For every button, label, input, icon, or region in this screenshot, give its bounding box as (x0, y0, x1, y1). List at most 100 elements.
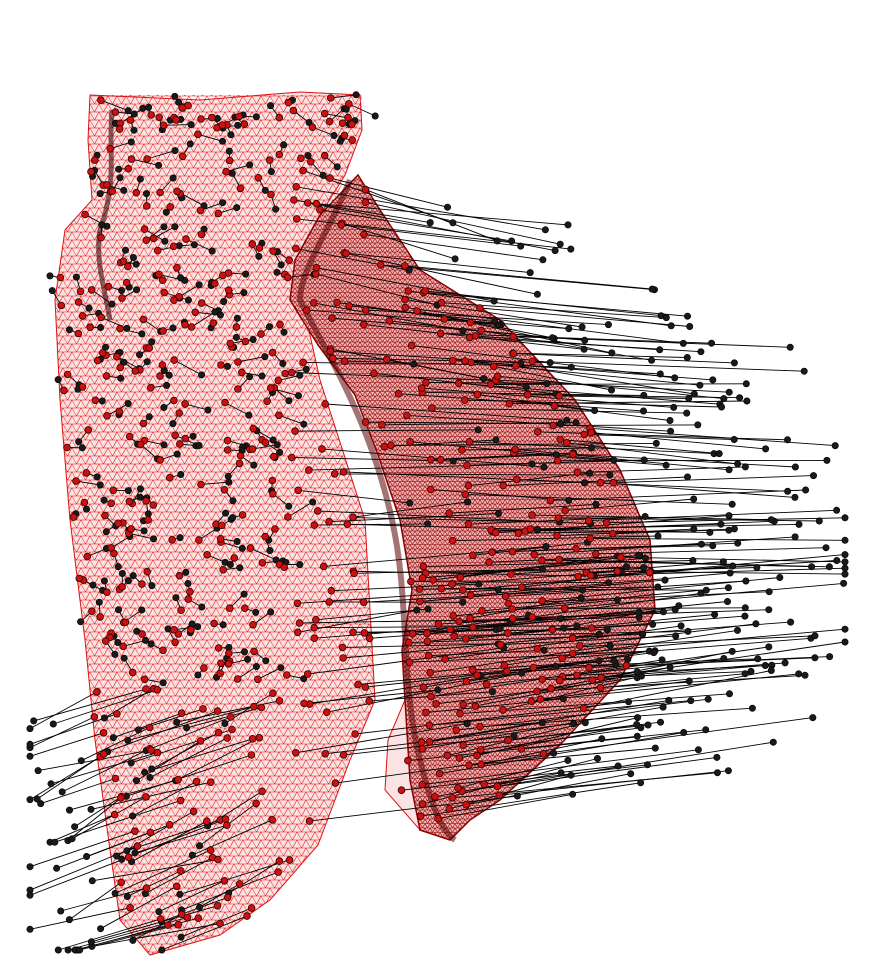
source-point (401, 262, 409, 270)
source-point (103, 411, 111, 420)
source-point (584, 516, 593, 525)
correspondence-line (175, 737, 260, 782)
source-point (144, 516, 152, 524)
target-point (767, 666, 775, 674)
source-point (247, 904, 256, 912)
source-point (195, 536, 203, 544)
target-point (195, 281, 203, 289)
source-point (514, 529, 523, 537)
source-point (97, 313, 105, 322)
source-point (547, 684, 555, 693)
target-point (654, 583, 662, 591)
source-point (609, 478, 618, 487)
target-point (173, 718, 181, 726)
target-point (162, 208, 170, 216)
target-point (111, 889, 119, 897)
source-point (235, 459, 244, 468)
correspondence-line (595, 547, 827, 555)
target-point (684, 627, 692, 635)
target-point (296, 371, 304, 379)
target-point (725, 466, 733, 474)
correspondence-line (600, 482, 795, 498)
source-point (508, 605, 517, 613)
correspondence-line (29, 907, 131, 930)
correspondence-line (33, 688, 147, 722)
source-point (158, 276, 167, 285)
source-point (550, 402, 559, 410)
source-point (316, 205, 324, 214)
source-point (78, 383, 87, 391)
source-point (122, 278, 131, 287)
target-point (262, 657, 270, 665)
target-point (656, 370, 664, 378)
correspondence-line (116, 356, 140, 369)
target-point (219, 621, 227, 629)
target-point (493, 237, 501, 245)
source-point (440, 315, 449, 323)
source-point (555, 676, 564, 685)
target-point (538, 719, 546, 727)
target-point (117, 374, 125, 382)
target-point (565, 325, 573, 333)
correspondence-line (173, 359, 202, 376)
source-point (466, 614, 474, 622)
correspondence-line (75, 480, 101, 486)
correspondence-line (29, 830, 136, 868)
target-point (490, 297, 498, 305)
target-point (233, 204, 241, 212)
source-point (455, 754, 464, 762)
target-point (567, 245, 575, 253)
target-point (424, 520, 432, 528)
target-point (556, 240, 564, 248)
source-point (549, 421, 557, 430)
source-point (240, 120, 249, 128)
source-point (209, 319, 218, 327)
target-point (522, 383, 530, 391)
correspondence-line (406, 414, 671, 432)
source-point (462, 677, 471, 686)
source-point (290, 196, 298, 204)
source-point (142, 884, 151, 892)
source-point (413, 307, 421, 315)
source-point (425, 721, 434, 729)
correspondence-line (71, 796, 147, 840)
source-point (580, 430, 589, 439)
target-point (221, 719, 229, 727)
source-point (312, 263, 321, 272)
source-point (480, 780, 488, 788)
source-point (177, 867, 185, 875)
target-point (304, 152, 312, 160)
target-point (488, 688, 496, 696)
source-point (485, 558, 493, 566)
source-point (218, 121, 227, 129)
source-point (97, 233, 105, 242)
target-point (683, 473, 691, 481)
correspondence-line (512, 352, 688, 358)
target-point (26, 740, 34, 748)
target-point (666, 663, 674, 671)
source-point (253, 675, 262, 684)
correspondence-line (476, 717, 638, 757)
correspondence-line (475, 335, 660, 351)
target-point (783, 436, 791, 444)
source-point (455, 617, 464, 626)
source-point (465, 437, 474, 446)
target-point (65, 326, 73, 334)
source-point (268, 476, 277, 485)
target-point (30, 717, 38, 725)
source-point (435, 769, 444, 778)
source-point (427, 455, 435, 464)
source-point (159, 327, 167, 335)
correspondence-line (107, 710, 218, 753)
source-point (267, 190, 275, 199)
target-point (573, 622, 581, 630)
target-point (143, 190, 151, 198)
source-point (257, 330, 265, 338)
source-point (268, 348, 277, 357)
source-point (200, 664, 208, 672)
target-point (570, 720, 578, 728)
target-point (724, 584, 732, 592)
source-point (418, 574, 427, 582)
target-point (595, 630, 603, 638)
correspondence-line (495, 379, 730, 393)
